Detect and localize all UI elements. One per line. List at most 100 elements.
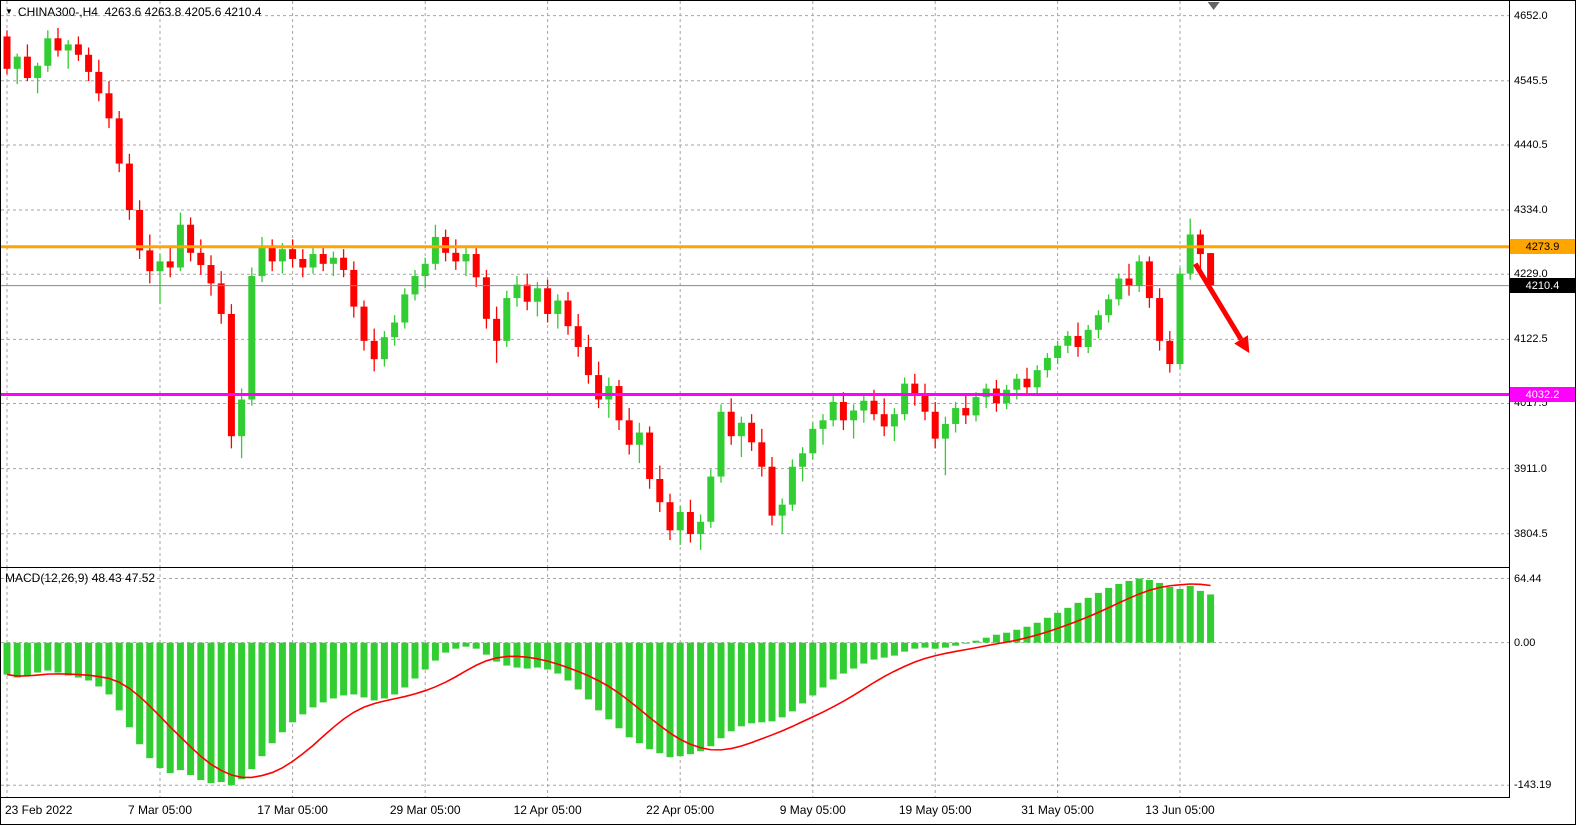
price-axis[interactable]: 4652.0 4545.5 4440.5 4334.0 4229.0 4122.5 4017…	[1509, 1, 1575, 798]
candle-body	[1196, 234, 1204, 255]
candlestick	[1135, 255, 1143, 292]
candle-body	[1166, 340, 1174, 365]
macd-histogram-bar	[1176, 588, 1184, 643]
macd-histogram-bar	[299, 642, 307, 715]
macd-histogram-bar	[921, 642, 929, 648]
candlestick	[1003, 384, 1011, 410]
symbol-dropdown-icon[interactable]: ▼	[5, 7, 13, 16]
macd-chart-canvas[interactable]	[1, 568, 1509, 797]
time-axis[interactable]: 23 Feb 2022 7 Mar 05:00 17 Mar 05:00 29 Mar…	[1, 798, 1575, 824]
candle-body	[227, 313, 235, 437]
candle-body	[278, 249, 286, 262]
macd-histogram-bar	[401, 642, 409, 688]
candlestick	[635, 422, 643, 464]
candle-body	[758, 442, 766, 467]
time-axis-label: 9 May 05:00	[779, 803, 846, 817]
candlestick	[972, 392, 980, 422]
price-chart-canvas[interactable]	[1, 1, 1509, 567]
candle-body	[105, 93, 113, 119]
candle-body	[95, 71, 103, 94]
macd-histogram-bar	[340, 642, 348, 696]
candlestick	[1186, 218, 1194, 280]
candlestick	[1074, 322, 1082, 357]
candlestick	[523, 273, 531, 311]
price-axis-tick: 4652.0	[1514, 9, 1548, 22]
macd-histogram-bar	[105, 642, 113, 695]
price-pane[interactable]: ▼ CHINA300-,H4 4263.6 4263.8 4205.6 4210…	[1, 1, 1509, 568]
macd-histogram-bar	[717, 642, 725, 739]
candlestick	[44, 30, 52, 72]
macd-pane[interactable]: MACD(12,26,9) 48.43 47.52	[1, 568, 1509, 798]
candlestick	[686, 499, 694, 543]
trend-arrow-head[interactable]	[1234, 335, 1250, 354]
macd-histogram-bar	[727, 642, 735, 732]
candlestick	[370, 328, 378, 372]
macd-histogram-bar	[1135, 578, 1143, 643]
macd-histogram-bar	[809, 642, 817, 696]
candlestick	[1094, 310, 1102, 339]
candlestick	[799, 447, 807, 482]
macd-histogram-bar	[1145, 579, 1153, 643]
macd-histogram-bar	[554, 642, 562, 674]
macd-axis-tick: 64.44	[1514, 572, 1542, 585]
macd-histogram-bar	[1003, 632, 1011, 643]
candlestick	[625, 408, 633, 455]
candlestick	[350, 261, 358, 318]
candle-body	[717, 411, 725, 477]
macd-histogram-bar	[3, 642, 11, 675]
candle-body	[64, 44, 72, 51]
candle-body	[340, 257, 348, 270]
candle-body	[115, 118, 123, 164]
candlestick	[880, 398, 888, 437]
macd-histogram-bar	[166, 642, 174, 774]
candle-body	[391, 322, 399, 338]
candle-body	[217, 283, 225, 314]
candle-body	[329, 257, 337, 264]
candlestick	[227, 304, 235, 449]
macd-histogram-bar	[1033, 622, 1041, 643]
candle-body	[1003, 389, 1011, 404]
macd-histogram-bar	[462, 642, 470, 647]
candlestick	[717, 404, 725, 483]
candlestick	[1176, 267, 1184, 369]
symbol-ohlc-text: CHINA300-,H4 4263.6 4263.8 4205.6 4210.4	[17, 5, 262, 19]
macd-histogram-bar	[1156, 582, 1164, 643]
candlestick	[1166, 331, 1174, 373]
macd-histogram-bar	[992, 634, 1000, 643]
macd-histogram-bar	[1105, 587, 1113, 643]
time-axis-label: 22 Apr 05:00	[646, 803, 715, 817]
macd-histogram-bar	[646, 642, 654, 750]
macd-histogram-bar	[768, 642, 776, 722]
macd-histogram-bar	[74, 642, 82, 678]
candle-body	[1145, 261, 1153, 299]
candlestick	[1125, 263, 1133, 296]
macd-indicator-label: MACD(12,26,9) 48.43 47.52	[5, 571, 156, 585]
macd-histogram-bar	[238, 642, 246, 780]
candlestick	[380, 331, 388, 367]
candle-body	[554, 300, 562, 314]
candle-body	[401, 294, 409, 323]
candle-body	[1094, 315, 1102, 330]
trend-arrow[interactable]	[1193, 262, 1244, 341]
candlestick	[533, 282, 541, 317]
candle-body	[309, 254, 317, 268]
candle-body	[299, 258, 307, 268]
candlestick	[85, 47, 93, 82]
current-price-tag: 4210.4	[1510, 278, 1575, 294]
candlestick	[462, 247, 470, 277]
candle-body	[523, 284, 531, 302]
candle-body	[799, 453, 807, 467]
macd-histogram-bar	[411, 642, 419, 679]
macd-histogram-bar	[207, 642, 215, 784]
macd-histogram-bar	[13, 642, 21, 678]
candlestick	[34, 62, 42, 94]
candle-body	[1115, 278, 1123, 300]
macd-histogram-bar	[1013, 629, 1021, 643]
price-axis-tick: 4334.0	[1514, 204, 1548, 217]
candle-body	[972, 397, 980, 416]
candle-body	[890, 414, 898, 427]
candle-body	[595, 375, 603, 400]
candlestick	[136, 200, 144, 259]
candlestick	[268, 239, 276, 272]
candle-body	[605, 386, 613, 400]
